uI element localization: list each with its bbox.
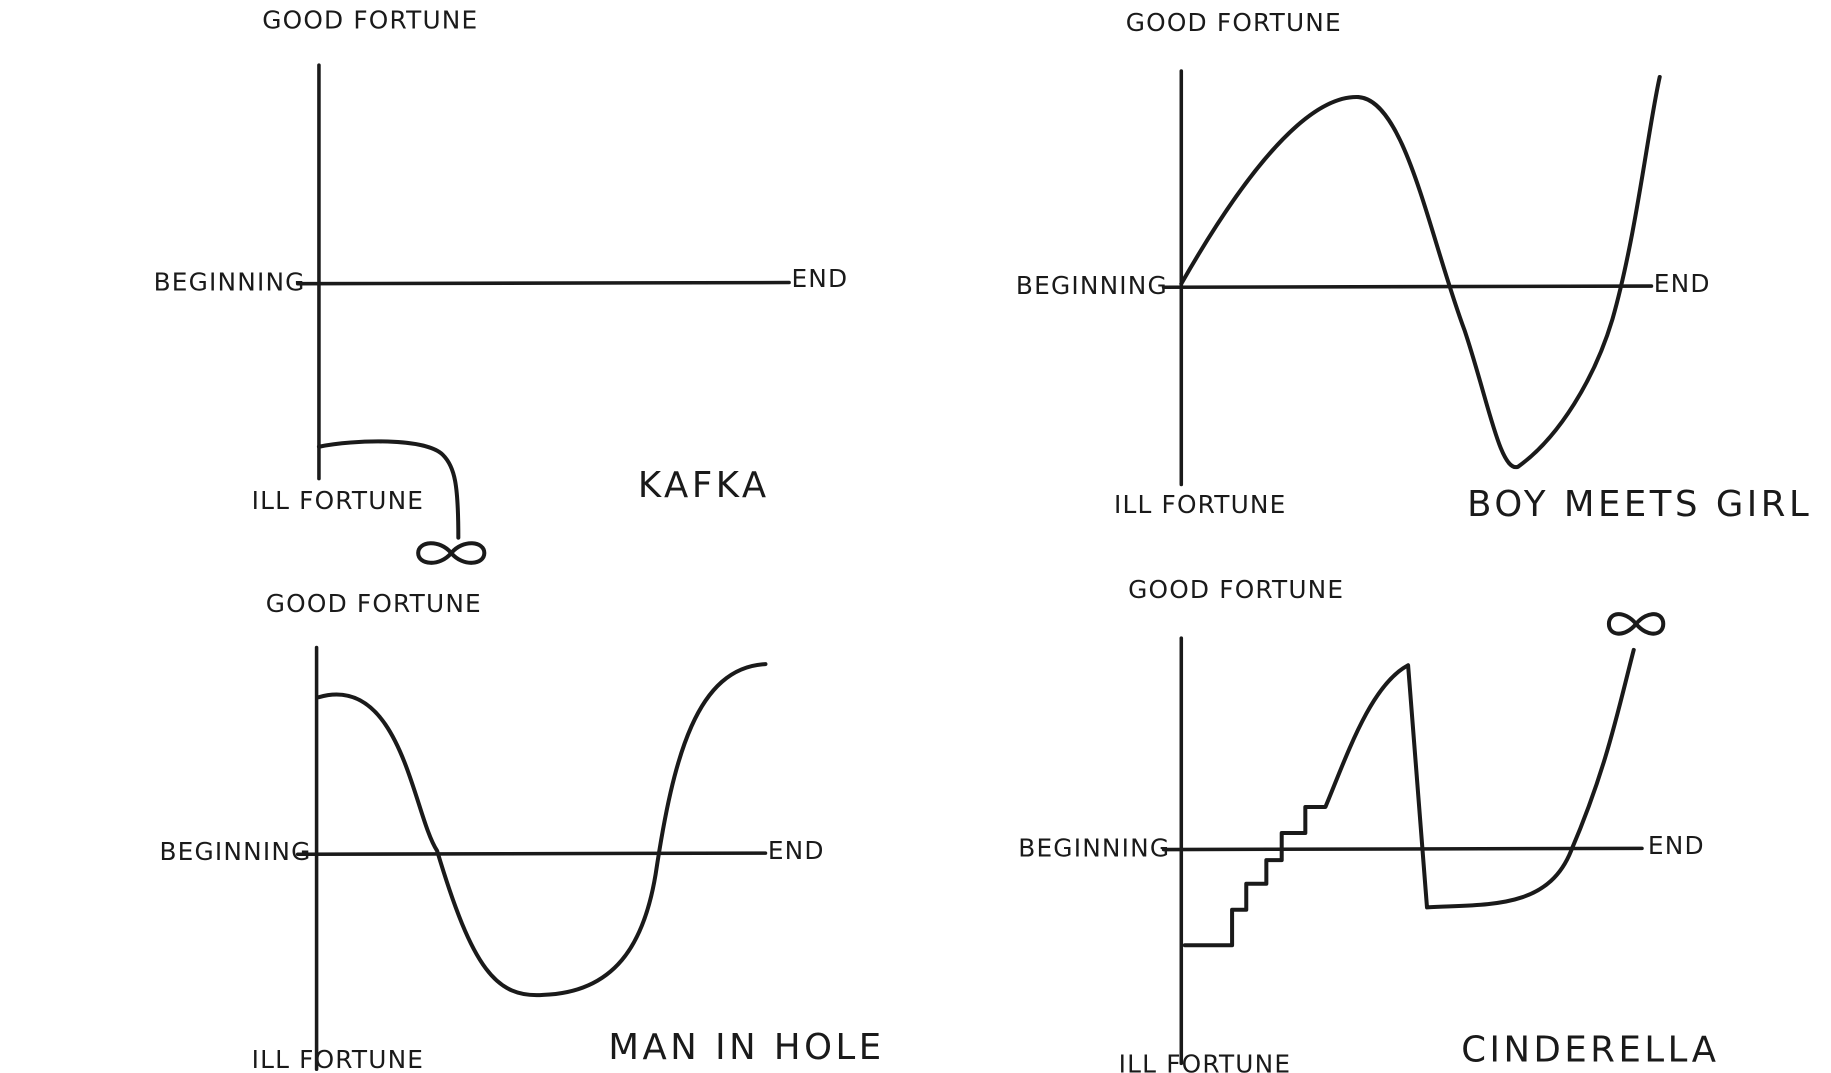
infinity-symbol — [1606, 612, 1666, 636]
story-curve — [316, 662, 768, 998]
horizontal-axis — [1161, 846, 1644, 852]
end-label: END — [1654, 269, 1711, 298]
horizontal-axis — [1161, 284, 1654, 290]
horizontal-axis — [295, 280, 791, 286]
start-label: BEGINNING — [154, 268, 306, 297]
end-label: END — [791, 264, 848, 293]
infinity-symbol — [416, 541, 487, 565]
story-curve — [1182, 647, 1636, 948]
story-curve — [316, 439, 461, 540]
start-label: BEGINNING — [1016, 271, 1168, 300]
panel-boy-meets-girl: GOOD FORTUNE BEGINNING END ILL FORTUNE B… — [1016, 8, 1812, 525]
panel-man-in-hole: GOOD FORTUNE BEGINNING END ILL FORTUNE M… — [159, 589, 884, 1073]
top-label: GOOD FORTUNE — [266, 589, 482, 618]
horizontal-axis — [295, 851, 768, 857]
start-label: BEGINNING — [1018, 834, 1170, 863]
top-label: GOOD FORTUNE — [1126, 8, 1342, 37]
story-title: KAFKA — [638, 465, 770, 506]
top-label: GOOD FORTUNE — [262, 5, 478, 34]
bottom-label: ILL FORTUNE — [1114, 490, 1287, 519]
story-title: BOY MEETS GIRL — [1467, 484, 1812, 525]
story-curve — [1179, 74, 1662, 469]
panel-cinderella: GOOD FORTUNE BEGINNING END ILL FORTUNE C… — [1018, 575, 1719, 1073]
bottom-label: ILL FORTUNE — [252, 486, 425, 515]
story-title: MAN IN HOLE — [608, 1027, 884, 1068]
panel-kafka: GOOD FORTUNE BEGINNING END ILL FORTUNE K… — [154, 5, 848, 565]
top-label: GOOD FORTUNE — [1128, 575, 1344, 604]
end-label: END — [1648, 831, 1705, 860]
bottom-label: ILL FORTUNE — [1119, 1050, 1292, 1073]
end-label: END — [768, 836, 825, 865]
start-label: BEGINNING — [159, 837, 311, 866]
story-title: CINDERELLA — [1461, 1030, 1719, 1071]
bottom-label: ILL FORTUNE — [252, 1045, 425, 1073]
